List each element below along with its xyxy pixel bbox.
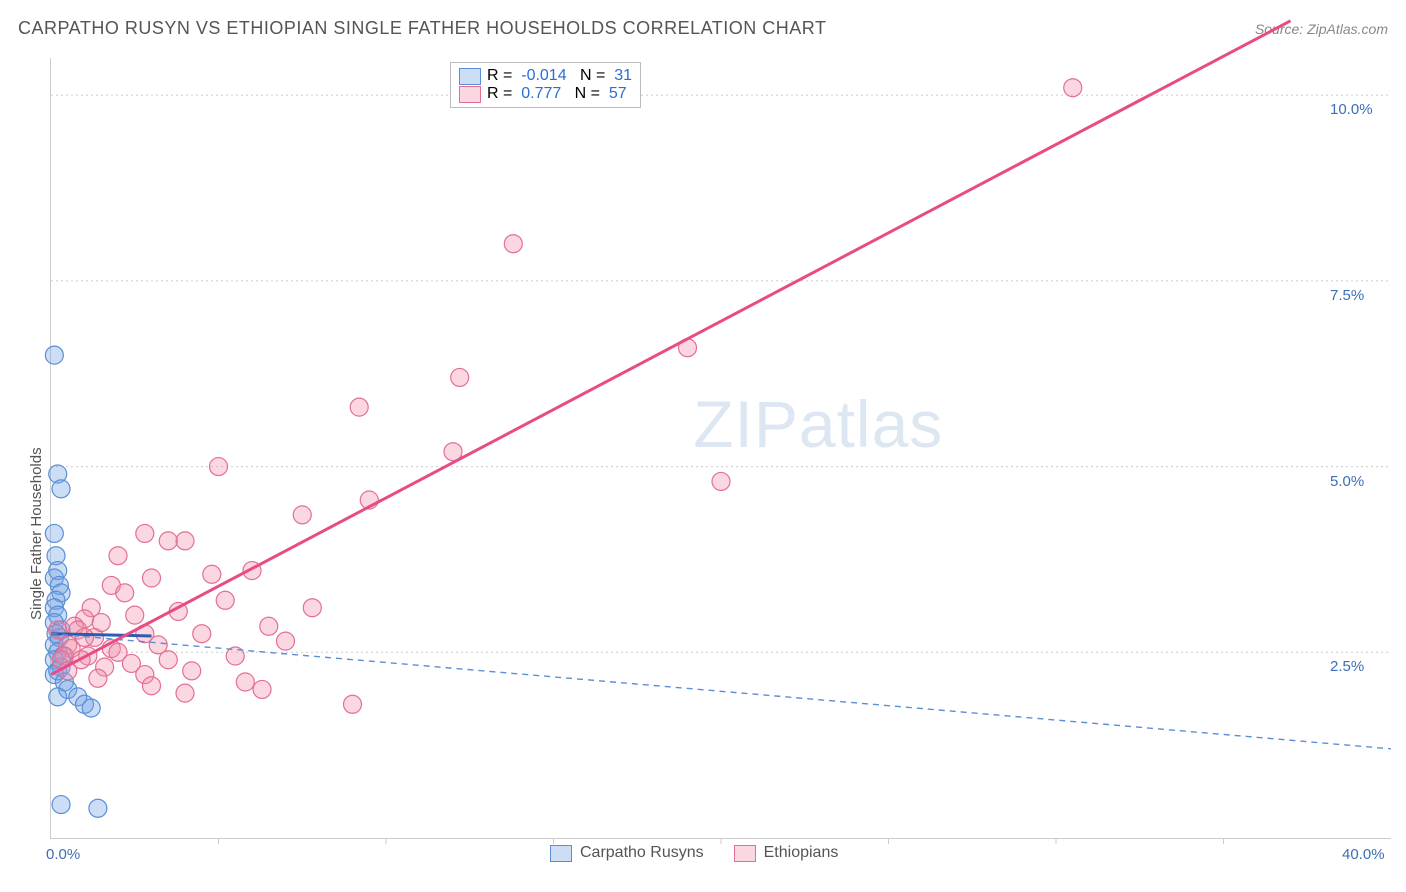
scatter-plot-svg (51, 58, 1391, 838)
data-point (159, 532, 177, 550)
data-point (109, 547, 127, 565)
data-point (712, 472, 730, 490)
data-point (236, 673, 254, 691)
legend-swatch (550, 845, 572, 862)
legend-correlation-box: R = -0.014 N = 31 R = 0.777 N = 57 (450, 62, 641, 108)
data-point (344, 695, 362, 713)
data-point (253, 680, 271, 698)
data-point (49, 621, 67, 639)
data-point (89, 799, 107, 817)
legend-row: R = -0.014 N = 31 (459, 67, 632, 85)
data-point (504, 235, 522, 253)
data-point (1064, 79, 1082, 97)
legend-item: Carpatho Rusyns (550, 844, 704, 862)
data-point (183, 662, 201, 680)
title-bar: CARPATHO RUSYN VS ETHIOPIAN SINGLE FATHE… (18, 18, 1388, 39)
data-point (303, 599, 321, 617)
data-point (82, 699, 100, 717)
data-point (89, 669, 107, 687)
x-tick-label: 40.0% (1342, 846, 1385, 863)
legend-item: Ethiopians (734, 844, 839, 862)
legend-label: Ethiopians (764, 844, 839, 862)
data-point (116, 584, 134, 602)
data-point (136, 524, 154, 542)
data-point (203, 565, 221, 583)
trend-line (51, 634, 1391, 749)
data-point (176, 684, 194, 702)
y-tick-label: 2.5% (1330, 658, 1364, 675)
data-point (451, 368, 469, 386)
data-point (159, 651, 177, 669)
legend-swatch (734, 845, 756, 862)
data-point (277, 632, 295, 650)
data-point (176, 532, 194, 550)
data-point (260, 617, 278, 635)
data-point (193, 625, 211, 643)
legend-row: R = 0.777 N = 57 (459, 85, 632, 103)
legend-series: Carpatho Rusyns Ethiopians (550, 844, 838, 862)
y-axis-label: Single Father Households (28, 447, 45, 620)
data-point (350, 398, 368, 416)
legend-label: Carpatho Rusyns (580, 844, 704, 862)
data-point (210, 458, 228, 476)
y-tick-label: 10.0% (1330, 101, 1373, 118)
data-point (76, 628, 94, 646)
data-point (45, 524, 63, 542)
legend-swatch (459, 68, 481, 85)
scatter-plot-area (50, 58, 1391, 839)
trend-line (51, 21, 1291, 675)
data-point (143, 677, 161, 695)
x-tick-label: 0.0% (46, 846, 80, 863)
y-tick-label: 7.5% (1330, 287, 1364, 304)
data-point (216, 591, 234, 609)
data-point (49, 688, 67, 706)
data-point (143, 569, 161, 587)
chart-title: CARPATHO RUSYN VS ETHIOPIAN SINGLE FATHE… (18, 18, 826, 39)
data-point (52, 796, 70, 814)
data-point (293, 506, 311, 524)
data-point (45, 346, 63, 364)
legend-swatch (459, 86, 481, 103)
data-point (52, 480, 70, 498)
y-tick-label: 5.0% (1330, 473, 1364, 490)
data-point (126, 606, 144, 624)
